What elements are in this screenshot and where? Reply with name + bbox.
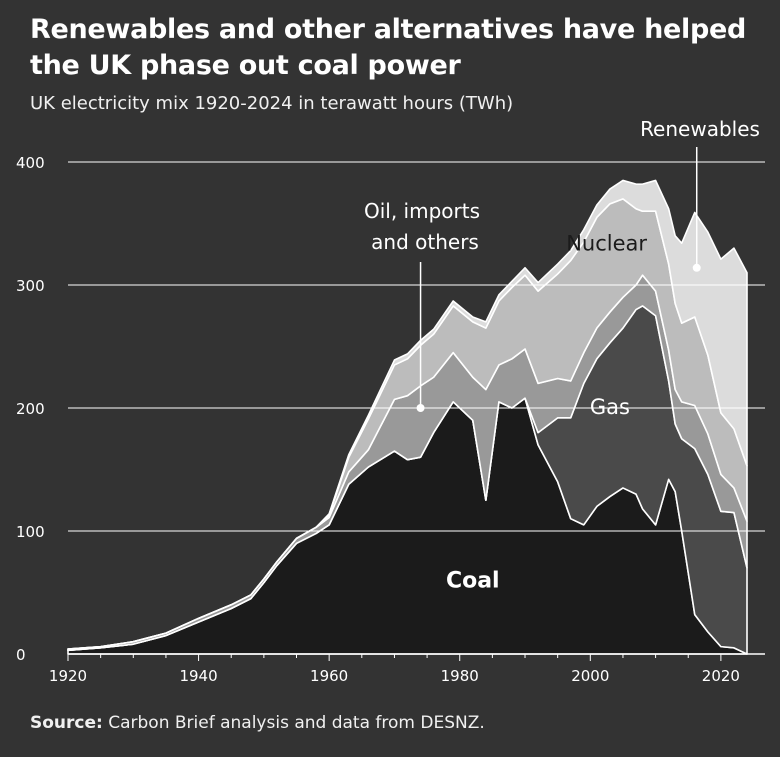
label-oil-line-2: and others xyxy=(371,230,479,254)
y-tick-label-0: 0 xyxy=(16,646,26,664)
chart-title-line-1: Renewables and other alternatives have h… xyxy=(30,14,747,45)
area-renewables xyxy=(67,179,748,650)
label-oil-line-1: Oil, imports xyxy=(364,199,480,223)
inline-labels: Coal Gas Nuclear Oil, imports and others Rene… xyxy=(364,117,760,594)
source-label: Source: xyxy=(30,713,103,733)
source-note: Source: Carbon Brief analysis and data f… xyxy=(30,711,485,735)
label-gas: Gas xyxy=(590,395,630,419)
axes: 0 100 200 300 400 1920 1940 1960 1980 2000 2020 xyxy=(16,154,765,685)
source-text: Carbon Brief analysis and data from DESN… xyxy=(102,713,485,733)
y-tick-label-100: 100 xyxy=(16,523,45,541)
leader-dot-oil xyxy=(416,404,425,412)
label-nuclear: Nuclear xyxy=(566,232,647,256)
x-tick-label-1940: 1940 xyxy=(179,667,217,685)
x-tick-label-1980: 1980 xyxy=(441,667,479,685)
area-chart: 0 100 200 300 400 1920 1940 1960 1980 2000 2020 Co… xyxy=(16,117,765,685)
chart-title-line-2: the UK phase out coal power xyxy=(30,50,461,81)
y-tick-label-200: 200 xyxy=(16,400,45,418)
stacked-areas xyxy=(67,179,748,655)
x-tick-label-2000: 2000 xyxy=(571,667,609,685)
gridlines xyxy=(68,161,765,532)
x-tick-label-1960: 1960 xyxy=(310,667,348,685)
leader-dot-renewables xyxy=(692,263,701,272)
chart-subtitle: UK electricity mix 1920-2024 in terawatt… xyxy=(30,93,514,114)
chart-title: Renewables and other alternatives have h… xyxy=(30,12,760,84)
label-coal: Coal xyxy=(446,569,500,594)
y-tick-label-400: 400 xyxy=(16,154,45,172)
y-tick-label-300: 300 xyxy=(16,277,45,295)
x-tick-label-2020: 2020 xyxy=(702,667,740,685)
x-tick-label-1920: 1920 xyxy=(49,667,87,685)
label-renewables: Renewables xyxy=(640,117,760,141)
